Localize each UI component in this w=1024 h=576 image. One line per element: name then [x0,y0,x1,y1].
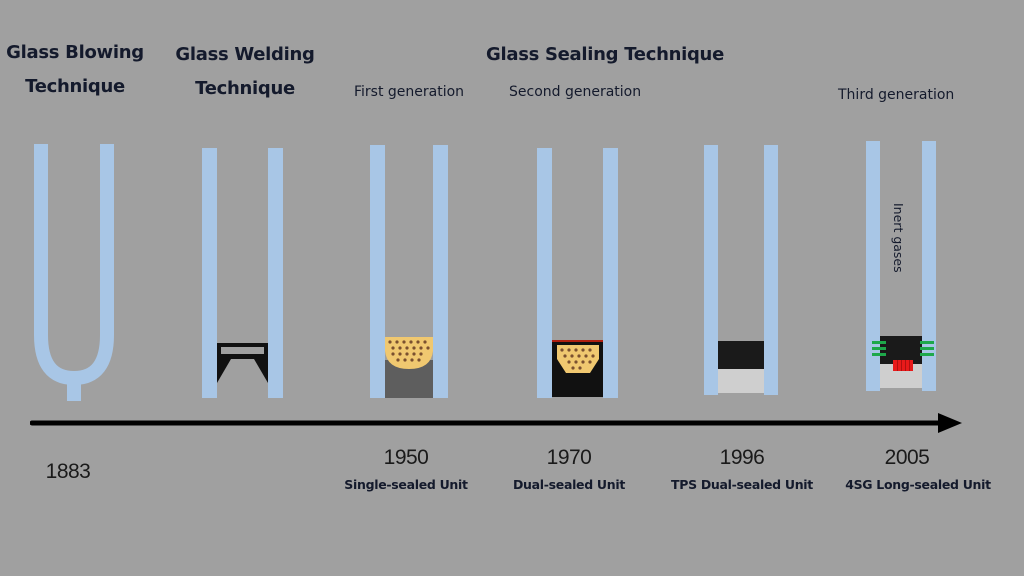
first-generation-diagram [370,145,452,398]
glass-blowing-diagram [34,144,114,401]
second-generation-diagram [537,148,620,398]
glass-pane [764,145,778,395]
tps-spacer [718,341,764,369]
heading-line: Technique [25,76,125,97]
welded-edge-seal [217,343,268,383]
heading-line: Technique [195,78,295,99]
secondary-sealant [718,369,764,393]
year-1996: 1996 [719,446,765,469]
tps-spacer [880,336,922,364]
tps-diagram [704,145,784,395]
year-2005: 2005 [884,446,930,469]
unit-4sg-long-sealed: 4SG Long-sealed Unit [845,477,991,492]
year-1970: 1970 [546,446,592,469]
glass-pane [433,145,448,398]
label-second-generation: Second generation [509,84,642,100]
glass-pane [268,148,283,398]
label-first-generation: First generation [354,84,465,100]
glass-pane [922,141,936,391]
inert-gases-label: Inert gases [891,203,906,273]
glass-welding-diagram [202,148,288,398]
unit-tps-dual-sealed: TPS Dual-sealed Unit [671,477,813,492]
heading-glass-welding: Glass Welding Technique [170,38,320,106]
glass-pane [370,145,385,398]
unit-dual-sealed: Dual-sealed Unit [512,477,626,492]
timeline-arrow [30,413,962,433]
heading-line: Glass Blowing [6,42,144,63]
heading-glass-blowing: Glass Blowing Technique [0,36,150,104]
glass-pane [603,148,618,398]
heading-glass-sealing: Glass Sealing Technique [486,44,724,65]
desiccant [557,345,599,373]
unit-single-sealed: Single-sealed Unit [344,477,468,492]
year-1883: 1883 [45,460,91,483]
glass-pane [866,141,880,391]
seal-layers [872,341,934,371]
glass-pane [537,148,552,398]
label-third-generation: Third generation [838,87,955,103]
4sg-diagram: Inert gases [866,141,940,391]
year-1950: 1950 [383,446,429,469]
heading-line: Glass Welding [175,44,315,65]
glass-pane [202,148,217,398]
desiccant [385,337,433,369]
glass-pane [704,145,718,395]
